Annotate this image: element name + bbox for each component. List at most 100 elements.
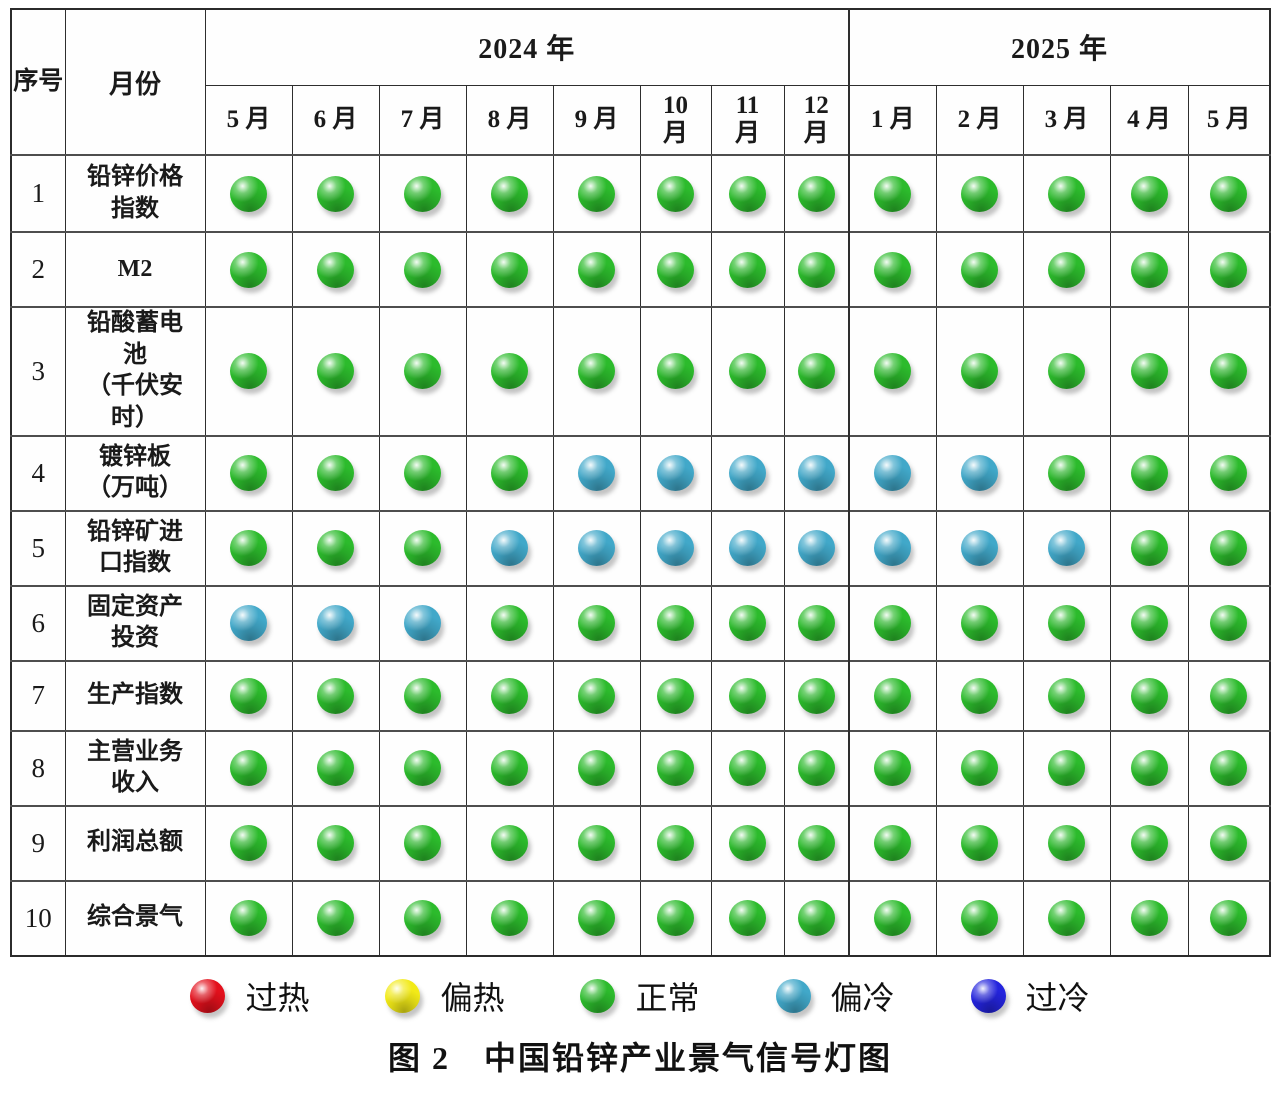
signal-cell [204, 879, 293, 957]
signal-cell [783, 231, 851, 308]
signal-dot-green [874, 605, 912, 642]
signal-cell [204, 659, 293, 732]
signal-dot-green [797, 825, 835, 862]
row-indicator-label: 综合景气 [64, 879, 206, 957]
row-seq: 10 [10, 879, 66, 957]
signal-cell [291, 231, 380, 308]
signal-cell [1187, 584, 1271, 662]
signal-cell [1109, 306, 1189, 437]
signal-dot-cyan [961, 530, 999, 567]
signal-dot-green [317, 825, 354, 862]
signal-cell [639, 509, 712, 587]
signal-cell [935, 306, 1024, 437]
signal-cell [378, 879, 467, 957]
signal-dot-green [1048, 455, 1086, 492]
signal-cell [552, 804, 641, 882]
signal-dot-green [404, 353, 441, 390]
signal-dot-green [1048, 251, 1086, 288]
signal-dot-green [1130, 605, 1168, 642]
row-indicator-label: 生产指数 [64, 659, 206, 732]
row-indicator-label: 铅锌矿进 口指数 [64, 509, 206, 587]
signal-dot-green [230, 677, 267, 714]
signal-cell [378, 584, 467, 662]
signal-dot-green [729, 900, 766, 937]
signal-dot-cyan [578, 455, 615, 492]
signal-cell [710, 154, 785, 233]
signal-cell [465, 509, 554, 587]
signal-dot-green [1048, 900, 1086, 937]
signal-cell [639, 879, 712, 957]
signal-dot-green [317, 251, 354, 288]
month-col-2025-02: 2 月 [935, 84, 1024, 156]
signal-dot-green [874, 750, 912, 787]
signal-dot-green [578, 825, 615, 862]
signal-dot-green [491, 175, 528, 212]
signal-dot-green [961, 677, 999, 714]
table-row: 5 铅锌矿进 口指数 [10, 509, 1271, 587]
signal-cell [204, 154, 293, 233]
year-header-row: 序号 月份 2024 年 2025 年 [10, 8, 1271, 156]
signal-dot-green [1130, 455, 1168, 492]
signal-dot-green [404, 530, 441, 567]
month-header: 月份 [64, 8, 206, 156]
signal-dot-green [797, 900, 835, 937]
signal-dot-green [1048, 175, 1086, 212]
signal-dot-green [230, 251, 267, 288]
signal-dot-green [874, 677, 912, 714]
legend-item-yellow: 偏热 [385, 973, 504, 1019]
signal-cell [378, 659, 467, 732]
table-row: 6 固定资产 投资 [10, 584, 1271, 662]
signal-dot-cyan [729, 530, 766, 567]
signal-dot-green [317, 677, 354, 714]
signal-cell [783, 729, 851, 807]
legend-label: 偏冷 [830, 979, 895, 1016]
signal-cell [378, 729, 467, 807]
signal-dot-green [874, 825, 912, 862]
signal-cell [1187, 154, 1271, 233]
signal-cell [204, 231, 293, 308]
table-row: 7 生产指数 [10, 659, 1271, 732]
signal-dot-cyan [404, 605, 441, 642]
signal-cell [1187, 659, 1271, 732]
signal-dot-green [961, 750, 999, 787]
signal-dot-green [729, 825, 766, 862]
signal-dot-green [491, 750, 528, 787]
table-row: 4 镀锌板 （万吨） [10, 434, 1271, 512]
signal-dot-green [729, 750, 766, 787]
signal-cell [465, 154, 554, 233]
signal-dot-green [578, 251, 615, 288]
signal-dot-green [1130, 251, 1168, 288]
signal-cell [783, 879, 851, 957]
signal-cell [848, 729, 937, 807]
signal-dot-green [657, 750, 694, 787]
signal-cell [935, 584, 1024, 662]
seq-header: 序号 [10, 8, 66, 156]
signal-cell [710, 584, 785, 662]
signal-dot-green [1048, 825, 1086, 862]
signal-dot-green [404, 825, 441, 862]
signal-cell [1109, 231, 1189, 308]
signal-cell [552, 659, 641, 732]
signal-cell [639, 306, 712, 437]
signal-cell [1022, 231, 1111, 308]
signal-dot-green [1048, 677, 1086, 714]
table-row: 9 利润总额 [10, 804, 1271, 882]
signal-cell [1109, 509, 1189, 587]
signal-dot-green [1048, 605, 1086, 642]
signal-dot-green [1048, 750, 1086, 787]
month-col-2024-05: 5 月 [204, 84, 293, 156]
signal-dot-green [729, 175, 766, 212]
legend-dot-cyan [775, 978, 811, 1013]
signal-dot-green [729, 251, 766, 288]
signal-dot-green [578, 750, 615, 787]
row-seq: 6 [10, 584, 66, 662]
row-seq: 1 [10, 154, 66, 233]
signal-dot-cyan [230, 605, 267, 642]
signal-cell [552, 879, 641, 957]
signal-dot-green [1130, 530, 1168, 567]
signal-cell [848, 231, 937, 308]
signal-cell [465, 879, 554, 957]
figure-page: 序号 月份 2024 年 2025 年 5 月 6 月 7 月 8 月 9 月 … [0, 8, 1280, 1103]
signal-cell [1187, 729, 1271, 807]
signal-cell [935, 154, 1024, 233]
